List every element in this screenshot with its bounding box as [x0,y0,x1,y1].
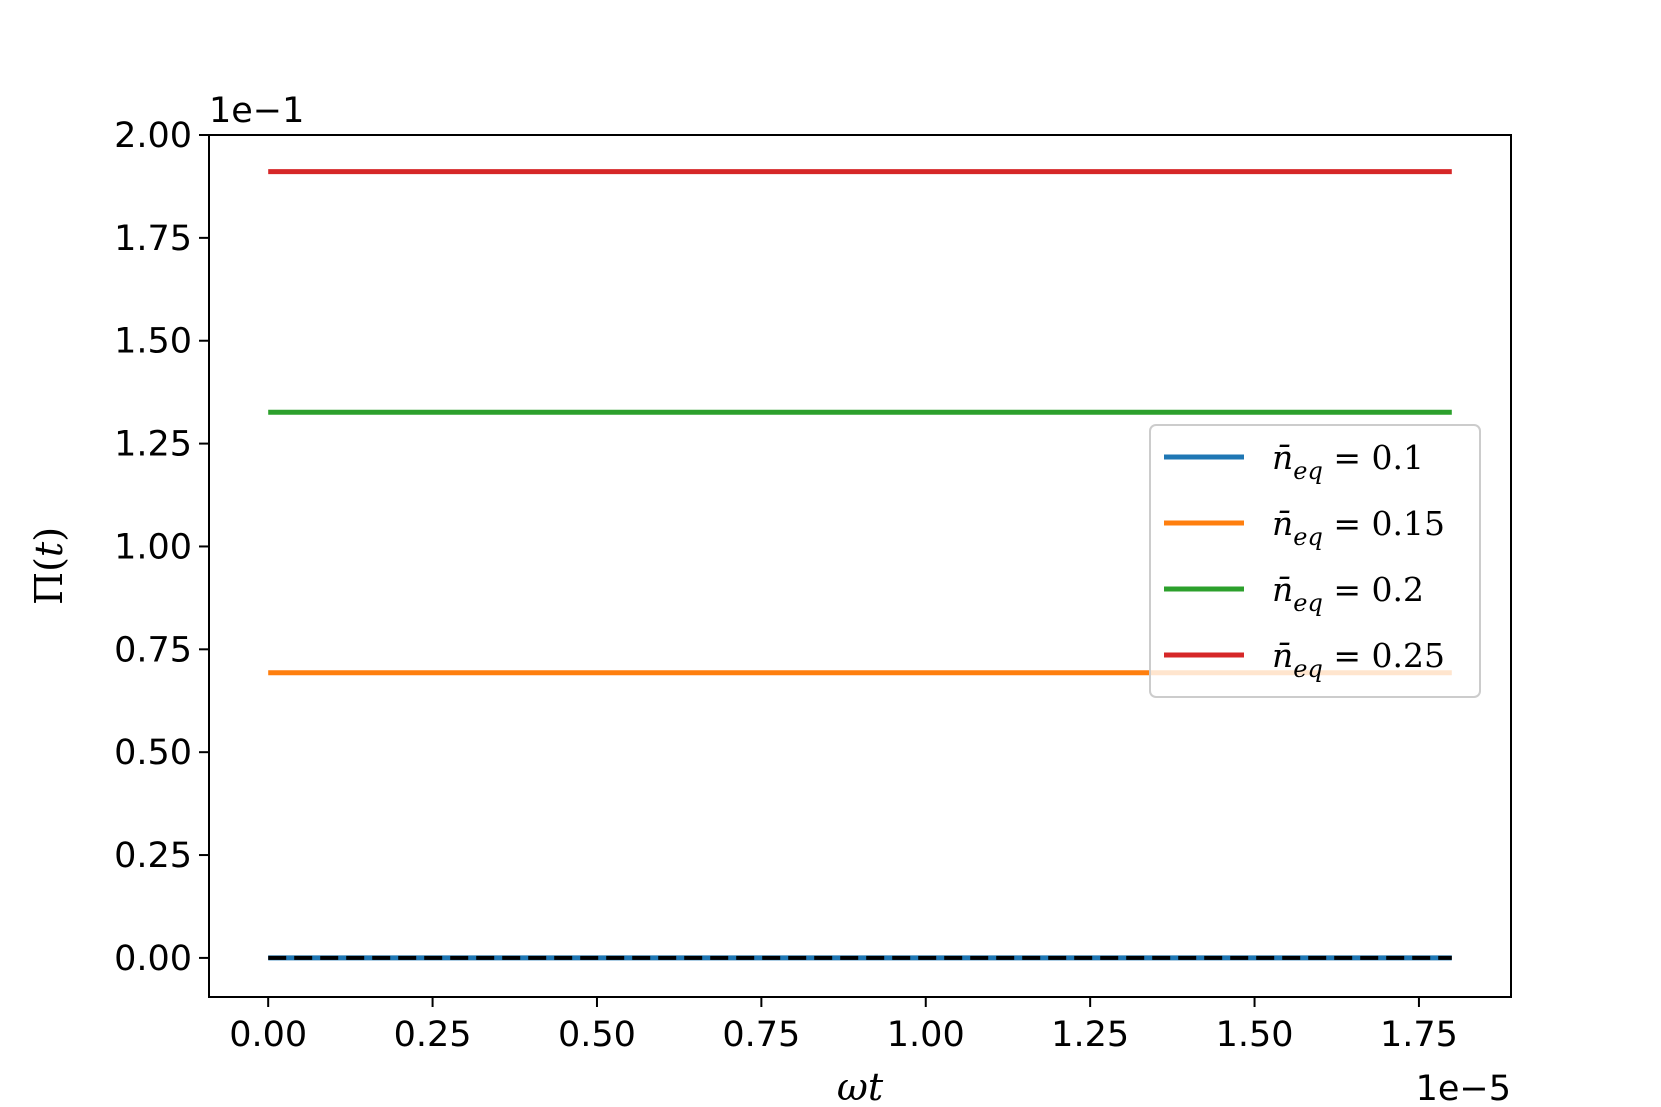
y-tick-label: 0.25 [114,836,192,876]
y-tick-label: 0.50 [114,733,192,773]
y-tick-label: 1.50 [114,322,192,362]
legend-label-3: n̄eq = 0.2 [1272,570,1424,617]
legend-label-2: n̄eq = 0.15 [1272,504,1445,551]
x-tick-label: 0.00 [229,1015,307,1055]
y-tick-label: 1.00 [114,527,192,567]
y-axis-label-variable: t [27,541,71,557]
y-tick-label: 1.25 [114,425,192,465]
legend: n̄eq = 0.1 n̄eq = 0.15 n̄eq = 0.2 n̄eq = 0.… [1149,424,1481,698]
x-axis: 0.00 0.25 0.50 0.75 1.00 1.25 1.50 1.75 [229,997,1458,1055]
series-layer [268,169,1452,961]
y-axis-label: Π(t) [27,527,71,605]
y-tick-label: 0.00 [114,939,192,979]
x-tick-label: 1.00 [887,1015,965,1055]
legend-box [1149,424,1481,698]
y-offset-text: 1e−1 [209,91,304,131]
y-axis-label-close: ) [27,527,71,542]
x-tick-label: 0.50 [558,1015,636,1055]
x-axis-label-variable: t [868,1065,884,1107]
x-tick-label: 0.25 [394,1015,472,1055]
x-tick-label: 1.50 [1216,1015,1294,1055]
legend-label-4: n̄eq = 0.25 [1272,636,1445,683]
y-axis-label-symbol: Π( [27,557,71,605]
x-offset-text: 1e−5 [1416,1069,1511,1107]
x-axis-label-symbol: ω [837,1065,868,1107]
y-tick-label: 2.00 [114,116,192,156]
x-tick-label: 0.75 [722,1015,800,1055]
x-tick-label: 1.75 [1380,1015,1458,1055]
y-tick-label: 1.75 [114,219,192,259]
y-axis: 0.00 0.25 0.50 0.75 1.00 1.25 1.50 1.75 2.00 [114,116,209,979]
legend-label-1: n̄eq = 0.1 [1272,438,1424,485]
x-tick-label: 1.25 [1051,1015,1129,1055]
plot-frame [208,134,1512,998]
x-axis-label: ωt [837,1065,884,1107]
y-tick-label: 0.75 [114,630,192,670]
